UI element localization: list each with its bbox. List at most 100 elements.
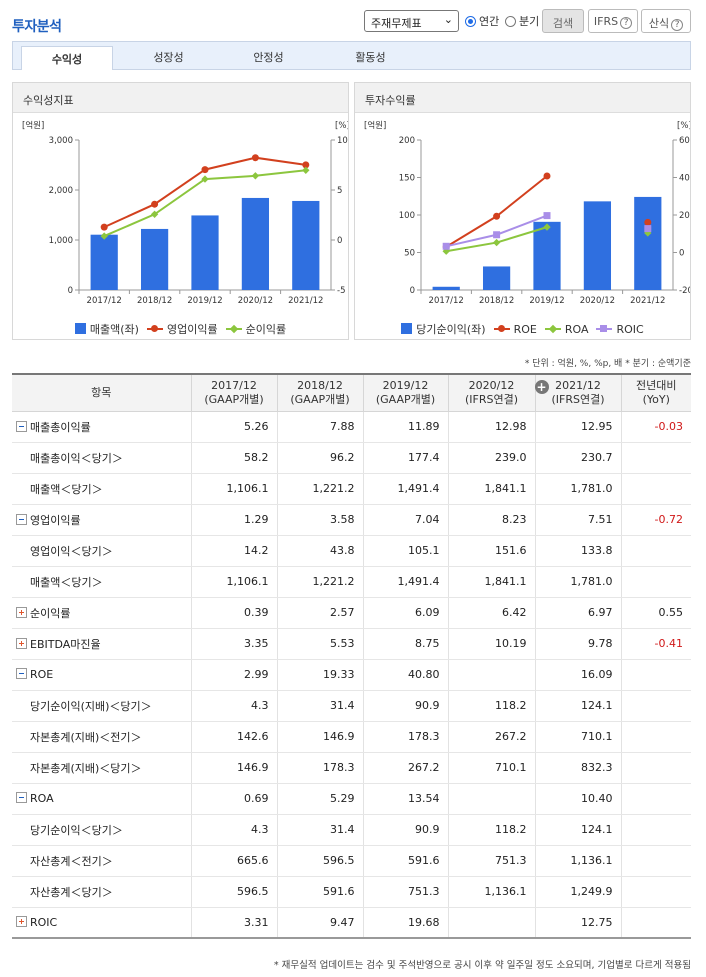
x-tick-label: 2018/12 [479,296,514,306]
row-label: 영업이익＜당기＞ [30,544,113,558]
header-period: 2018/12 (GAAP개별) [276,374,363,412]
data-point[interactable] [644,218,652,226]
expand-icon[interactable] [16,606,27,618]
value-cell: 230.7 [534,442,621,474]
bar[interactable] [432,286,460,290]
value-cell: 7.88 [276,411,363,443]
row-label-cell[interactable]: 순이익률 [12,597,191,629]
collapse-icon[interactable] [16,513,27,525]
bar[interactable] [90,234,118,290]
tab-profitability[interactable]: 수익성 [21,46,113,70]
radio-quarter[interactable]: 분기 [505,13,539,29]
row-label-cell[interactable]: ROIC [12,907,191,939]
header-item: 항목 [12,374,191,412]
value-cell: 0.39 [190,597,277,629]
expand-icon[interactable] [16,637,27,649]
value-cell: 1,221.2 [276,473,363,505]
data-point[interactable] [302,166,310,174]
profitability-chart-panel: 수익성지표 [억원] [%] 0 1,000 2,000 3,000 -5 0 5 10 2017/… [12,82,349,340]
y-right-tick-label: 5 [337,186,342,196]
data-point[interactable] [100,232,108,240]
bar[interactable] [583,201,612,290]
tab-activity[interactable]: 활동성 [355,51,386,64]
table-row: 영업이익＜당기＞ 14.2 43.8 105.1 151.6 133.8 [12,535,691,567]
bar[interactable] [482,266,511,290]
legend-label: 당기순이익(좌) [416,323,486,336]
right-unit-label: [%] [335,121,348,131]
tab-growth[interactable]: 성장성 [153,51,184,64]
data-point[interactable] [543,212,551,220]
y-right-tick-label: 0 [679,249,684,259]
value-cell: 178.3 [362,721,448,753]
bar[interactable] [241,197,270,290]
basis-label: (GAAP개별) [204,392,264,406]
row-label-cell[interactable]: ROA [12,783,191,815]
row-label-cell[interactable]: 영업이익률 [12,504,191,536]
data-point[interactable] [201,166,209,174]
collapse-icon[interactable] [16,668,27,679]
legend-item[interactable]: ROIC [596,323,644,336]
yoy-cell [620,535,691,567]
bar[interactable] [292,200,320,290]
row-label-cell[interactable]: 매출총이익률 [12,411,191,443]
table-row: 매출액＜당기＞ 1,106.1 1,221.2 1,491.4 1,841.1 1,781… [12,566,691,598]
row-label: 자산총계＜전기＞ [30,854,113,868]
bar[interactable] [533,221,561,290]
chart-legend: 당기순이익(좌) ROE ROA ROIC [355,321,690,337]
value-cell: 9.47 [276,907,363,939]
data-point[interactable] [493,212,501,220]
legend-label: ROE [513,323,537,336]
collapse-icon[interactable] [16,420,27,432]
search-button[interactable]: 검색 [542,9,584,33]
formula-help-button[interactable]: 산식? [641,9,691,33]
table-row: 자본총계(지배)＜당기＞ 146.9 178.3 267.2 710.1 832.3 [12,752,691,784]
row-label: 매출총이익＜당기＞ [30,451,123,465]
table-row: EBITDA마진율 3.35 5.53 8.75 10.19 9.78 -0.41 [12,628,691,660]
legend-item[interactable]: 영업이익률 [146,321,218,337]
legend-item[interactable]: 당기순이익(좌) [401,321,486,337]
data-point[interactable] [644,225,652,233]
legend-item[interactable]: 순이익률 [225,321,287,337]
collapse-icon[interactable] [16,792,27,803]
data-point[interactable] [493,231,501,239]
expand-icon[interactable] [16,915,27,927]
data-point[interactable] [543,172,551,180]
legend-item[interactable]: ROA [544,323,588,336]
value-cell: 105.1 [362,535,448,567]
ifrs-help-button[interactable]: IFRS? [588,9,638,33]
radio-unchecked-icon [505,16,516,27]
value-cell: 239.0 [447,442,535,474]
table-row: 자본총계(지배)＜전기＞ 142.6 146.9 178.3 267.2 710.1 [12,721,691,753]
value-cell: 267.2 [447,721,535,753]
yoy-cell [620,659,691,691]
value-cell: 5.53 [276,628,363,660]
data-point[interactable] [251,172,260,180]
calc-label: 산식 [648,17,670,30]
data-point[interactable] [150,210,159,218]
bar[interactable] [191,215,219,290]
data-point[interactable] [100,223,108,231]
legend-label: 순이익률 [245,323,287,336]
data-point[interactable] [251,154,259,162]
legend-item[interactable]: ROE [493,323,537,336]
data-point[interactable] [302,161,310,169]
expand-columns-icon[interactable]: + [534,380,549,394]
data-point[interactable] [492,238,501,247]
radio-annual[interactable]: 연간 [465,13,499,29]
bar[interactable] [634,196,662,290]
data-point[interactable] [151,200,159,208]
tab-stability[interactable]: 안정성 [253,51,284,64]
statement-select[interactable]: 주재무제표 ⌄ [364,10,459,32]
value-cell: 142.6 [190,721,277,753]
x-tick-label: 2018/12 [137,296,172,306]
row-label-cell[interactable]: ROE [12,659,191,691]
legend-item[interactable]: 매출액(좌) [74,321,139,337]
header-yoy: 전년대비 (YoY) [620,374,691,412]
bar[interactable] [140,228,169,290]
yoy-label: 전년대비 [636,378,677,392]
data-point[interactable] [442,242,450,250]
row-label-cell[interactable]: EBITDA마진율 [12,628,191,660]
footnote: * 재무실적 업데이트는 검수 및 주석반영으로 공시 이후 약 일주일 정도 … [273,960,691,971]
right-unit-label: [%] [677,121,690,131]
value-cell: 10.19 [447,628,535,660]
